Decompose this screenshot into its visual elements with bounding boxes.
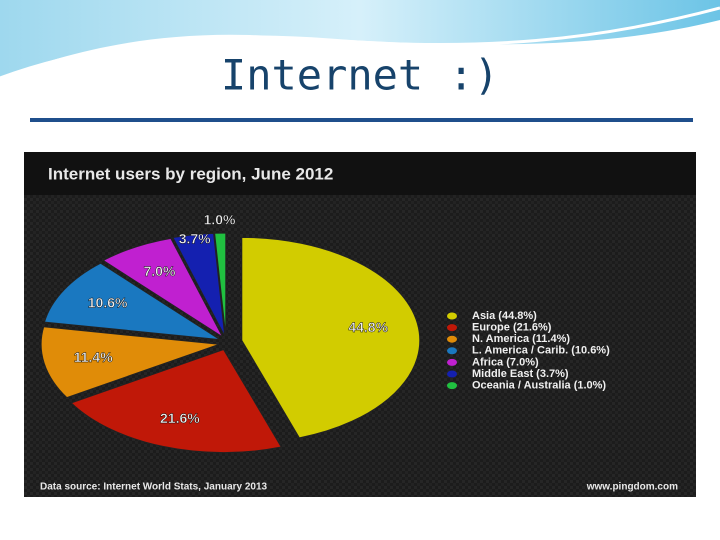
slide-title: Internet :) [221,51,499,100]
legend-marker [447,324,457,332]
legend-label: Asia (44.8%) [472,310,537,322]
pie: 44.8% 21.6% 11.4% 10.6% 7.0%3.7% 1.0% [40,211,421,454]
legend-marker [447,358,457,366]
slice-label: 10.6% [88,295,128,311]
legend-marker [447,335,457,343]
legend-marker [447,382,457,390]
pie-slice [172,232,226,337]
slice-label: 44.8% [348,319,388,335]
credit: www.pingdom.com [586,482,678,493]
legend-marker [447,347,457,355]
slice-label: 1.0% [204,211,236,227]
pie-slice [102,237,224,339]
legend-label: Oceania / Australia (1.0%) [472,380,606,392]
legend-label: Europe (21.6%) [472,322,552,334]
pie-slice [70,348,283,454]
pie-slice [214,232,227,337]
legend: Asia (44.8%)Europe (21.6%)N. America (11… [447,310,610,392]
title-rule [30,118,693,122]
legend-marker [447,312,457,320]
swoosh-line [0,6,720,80]
pie-slice [43,262,221,341]
chart-title-band [24,152,696,195]
pie-slice [40,326,220,399]
legend-label: Africa (7.0%) [472,356,539,368]
header-swoosh [0,0,720,78]
legend-label: Middle East (3.7%) [472,368,569,380]
source-note: Data source: Internet World Stats, Janua… [40,482,268,493]
chart-title: Internet users by region, June 2012 [48,164,333,183]
legend-label: N. America (11.4%) [472,333,570,345]
pie-slice [241,236,421,439]
legend-marker [447,370,457,378]
slice-label: 7.0% [144,263,176,279]
slice-label: 3.7% [179,231,211,247]
slice-label: 11.4% [74,349,113,365]
slice-label: 21.6% [160,410,200,426]
legend-label: L. America / Carib. (10.6%) [472,345,610,357]
